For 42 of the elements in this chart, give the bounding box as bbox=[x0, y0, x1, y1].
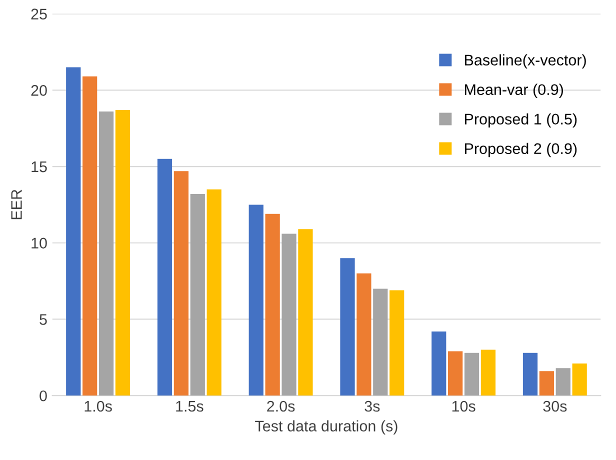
bar bbox=[206, 189, 222, 396]
bar bbox=[66, 67, 81, 396]
x-tick-label: 1.5s bbox=[176, 401, 204, 412]
bar bbox=[448, 351, 463, 396]
bar bbox=[174, 171, 189, 396]
y-axis-title: EER bbox=[11, 190, 22, 220]
y-tick-label: 20 bbox=[31, 85, 47, 96]
x-tick-label: 3s bbox=[364, 400, 380, 412]
bar bbox=[340, 258, 355, 396]
bar bbox=[356, 273, 372, 396]
bar bbox=[432, 331, 446, 396]
x-tick-label: 2.0s bbox=[267, 400, 295, 412]
bar bbox=[572, 364, 587, 396]
x-tick-label: 10s bbox=[452, 400, 476, 412]
legend-label: Baseline(x-vector) bbox=[465, 54, 586, 69]
bar bbox=[98, 112, 114, 396]
legend-label: Mean-var (0.9) bbox=[465, 84, 563, 98]
bar bbox=[282, 234, 296, 396]
x-axis-title: Test data duration (s) bbox=[255, 420, 398, 434]
x-tick-label: 30s bbox=[543, 400, 567, 412]
bar bbox=[82, 76, 98, 396]
y-tick-label: 10 bbox=[32, 238, 47, 249]
bar bbox=[373, 288, 388, 396]
bar bbox=[265, 214, 280, 396]
bar bbox=[522, 352, 538, 396]
y-tick-label: 0 bbox=[40, 390, 47, 402]
bar bbox=[248, 204, 264, 396]
legend-label: Proposed 2 (0.9) bbox=[465, 142, 577, 158]
bar bbox=[464, 352, 480, 396]
bar bbox=[539, 371, 554, 396]
legend-label: Proposed 1 (0.5) bbox=[465, 113, 577, 128]
y-tick-label: 15 bbox=[32, 162, 47, 172]
bar bbox=[190, 194, 205, 396]
bar bbox=[390, 290, 404, 396]
x-tick-label: 1.0s bbox=[84, 400, 112, 412]
bar bbox=[115, 110, 130, 396]
bar bbox=[298, 229, 313, 396]
bar bbox=[157, 158, 172, 396]
bar bbox=[556, 368, 570, 396]
y-tick-label: 25 bbox=[31, 8, 47, 20]
bar bbox=[480, 350, 496, 396]
y-tick-label: 5 bbox=[40, 314, 47, 325]
